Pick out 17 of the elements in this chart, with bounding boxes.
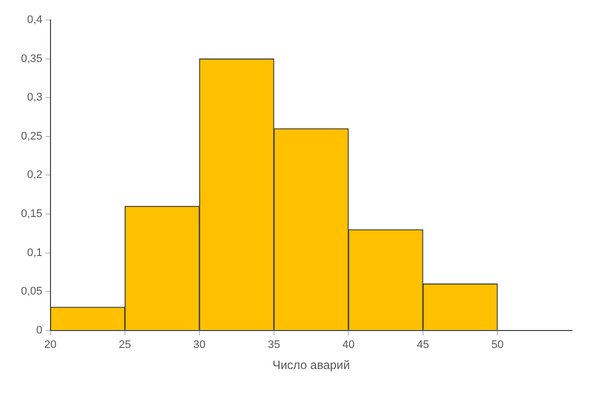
y-tick-label: 0,35	[20, 52, 42, 65]
x-tick-label: 40	[342, 339, 355, 352]
x-tick-label: 50	[491, 339, 504, 352]
x-tick-label: 30	[193, 339, 206, 352]
x-axis-title: Число аварий	[272, 358, 350, 372]
y-tick-label: 0,4	[27, 14, 42, 26]
x-tick-label: 45	[416, 339, 430, 352]
y-tick-label: 0	[36, 324, 42, 336]
y-tick-label: 0,05	[20, 286, 42, 298]
x-tick-label: 35	[268, 339, 280, 352]
y-tick-label: 0,25	[20, 130, 42, 142]
x-tick-label: 25	[118, 339, 132, 352]
y-tick-label: 0,1	[27, 246, 42, 259]
y-tick-label: 0,2	[27, 169, 42, 182]
y-tick-label: 0,3	[27, 92, 42, 104]
y-tick-label: 0,15	[20, 208, 42, 220]
x-tick-label: 20	[44, 339, 57, 352]
